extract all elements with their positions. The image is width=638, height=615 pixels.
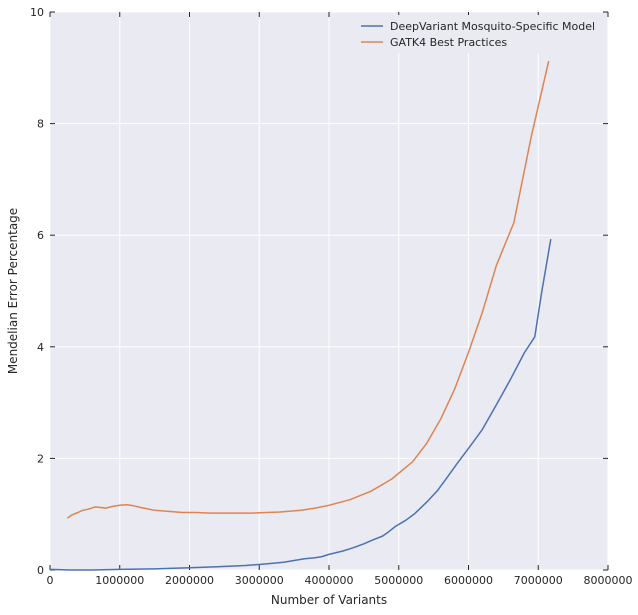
series-lines [49, 60, 552, 571]
x-tick-label: 2000000 [165, 574, 214, 587]
x-tick-label: 6000000 [444, 574, 493, 587]
x-tick-label: 7000000 [514, 574, 563, 587]
x-tick-label: 3000000 [235, 574, 284, 587]
series-line-deepvariant [49, 238, 552, 571]
x-tick-label: 1000000 [95, 574, 144, 587]
legend: DeepVariant Mosquito-Specific Model GATK… [355, 15, 602, 53]
axis-ticks [49, 11, 609, 571]
y-tick-label: 6 [37, 229, 44, 242]
x-tick-label: 8000000 [584, 574, 633, 587]
x-tick-label: 0 [47, 574, 54, 587]
legend-label-deepvariant: DeepVariant Mosquito-Specific Model [390, 20, 595, 33]
series-line-gatk4 [66, 60, 550, 519]
y-tick-label: 2 [37, 452, 44, 465]
x-tick-label: 5000000 [374, 574, 423, 587]
y-axis-title: Mendelian Error Percentage [6, 208, 20, 374]
legend-box [355, 15, 602, 53]
legend-label-gatk4: GATK4 Best Practices [390, 36, 507, 49]
y-tick-label: 8 [37, 118, 44, 131]
x-axis-title: Number of Variants [271, 593, 387, 607]
x-tick-label: 4000000 [305, 574, 354, 587]
y-tick-label: 4 [37, 341, 44, 354]
y-tick-labels: 0 2 4 6 8 10 [30, 6, 44, 577]
y-tick-label: 0 [37, 564, 44, 577]
y-tick-label: 10 [30, 6, 44, 19]
x-tick-labels: 0 1000000 2000000 3000000 4000000 5000000 6000… [47, 574, 633, 587]
